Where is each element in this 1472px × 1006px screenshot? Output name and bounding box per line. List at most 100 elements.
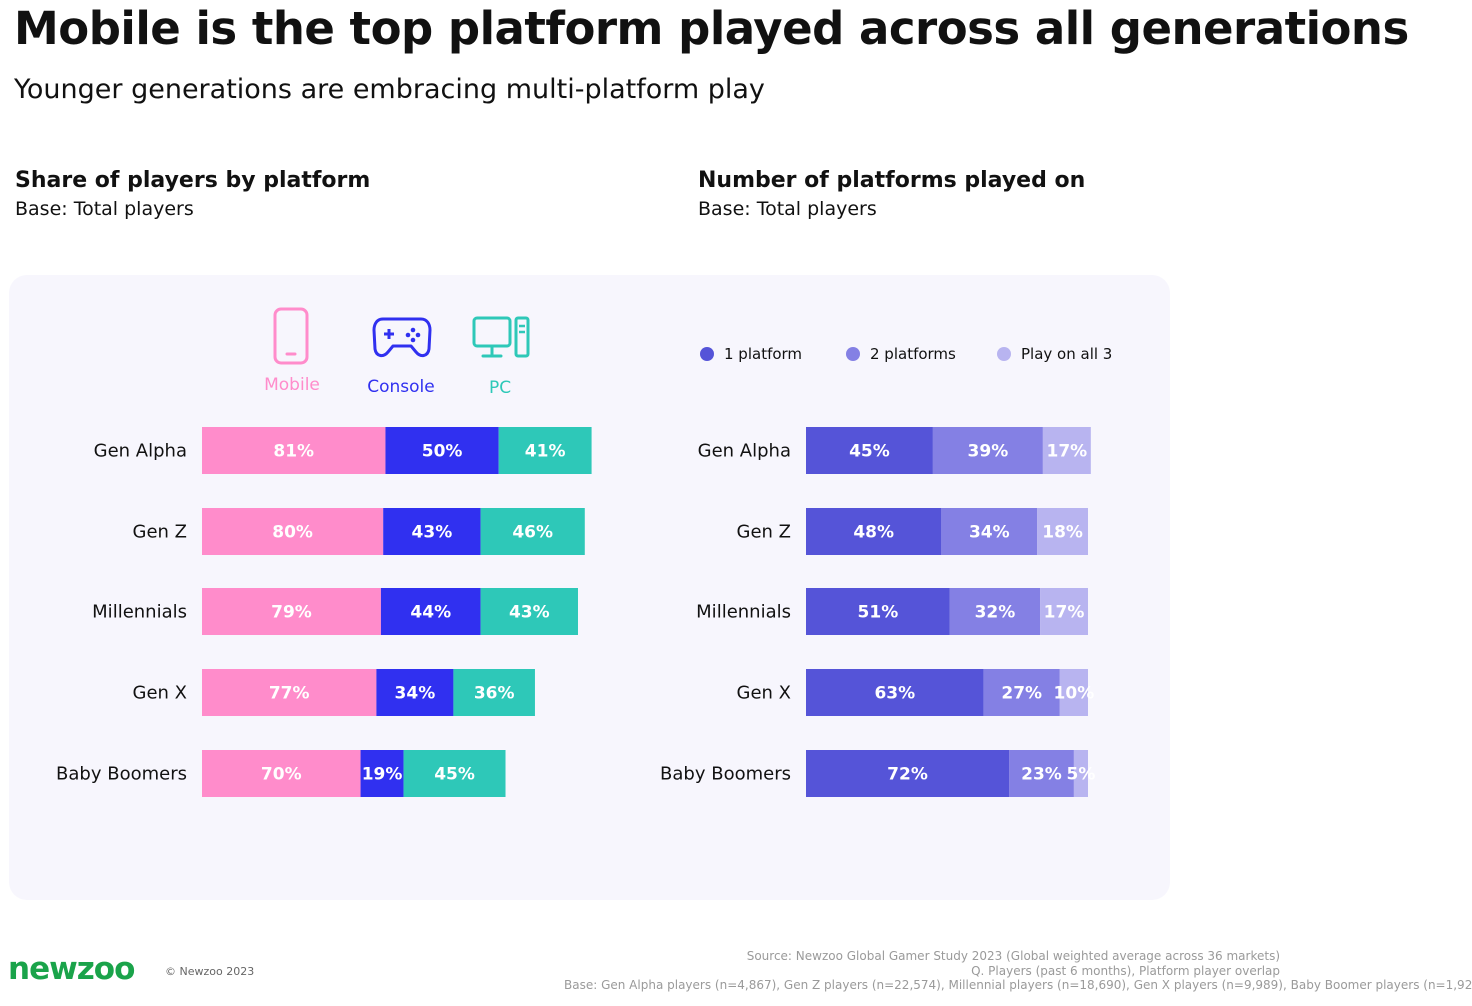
data-label-2-platforms-millennials: 32% [975, 603, 1016, 623]
bar-play-on-all-3-gen-alpha [1042, 427, 1091, 474]
bar-play-on-all-3-gen-x [1059, 669, 1088, 716]
data-label-console-baby-boomers: 19% [362, 765, 403, 785]
data-label-2-platforms-gen-x: 27% [1001, 684, 1042, 704]
chart-share-of-players-by-platform: Gen Alpha 81% 50% 41% Gen Z 80% 43% 46% Millenni… [56, 427, 592, 797]
data-label-pc-gen-z: 46% [512, 523, 553, 543]
legend-item-all-3: Play on all 3 [997, 345, 1112, 363]
logo-text: newzoo [8, 951, 135, 987]
data-label-play-on-all-3-baby-boomers: 5% [1067, 765, 1096, 785]
bar-console-gen-z [383, 508, 481, 555]
bar-console-gen-x [376, 669, 454, 716]
platform-label-console: Console [367, 377, 435, 397]
data-label-console-millennials: 44% [410, 603, 451, 623]
data-label-pc-gen-x: 36% [474, 684, 515, 704]
data-label-mobile-gen-z: 80% [272, 523, 313, 543]
bar-mobile-gen-x [202, 669, 377, 716]
data-label-1-platform-millennials: 51% [858, 603, 899, 623]
category-label-gen-x: Gen X [737, 683, 791, 704]
data-label-1-platform-gen-x: 63% [874, 684, 915, 704]
newzoo-logo: newzoo [8, 951, 135, 987]
desktop-pc-icon [472, 316, 530, 358]
category-label-gen-z: Gen Z [737, 522, 791, 543]
right-chart-title: Number of platforms played on [698, 168, 1086, 193]
page-title: Mobile is the top platform played across… [14, 2, 1409, 55]
left-chart-title: Share of players by platform [15, 168, 371, 193]
bar-pc-baby-boomers [403, 750, 506, 797]
data-label-play-on-all-3-gen-alpha: 17% [1046, 442, 1087, 462]
bar-2-platforms-gen-x [983, 669, 1060, 716]
copyright-text: © Newzoo 2023 [165, 965, 255, 978]
legend-item-1-platform: 1 platform [700, 345, 802, 363]
bar-1-platform-gen-alpha [806, 427, 933, 474]
data-label-play-on-all-3-gen-z: 18% [1042, 523, 1083, 543]
data-label-mobile-millennials: 79% [271, 603, 312, 623]
data-label-pc-millennials: 43% [509, 603, 550, 623]
legend-label: 2 platforms [870, 345, 956, 363]
bar-1-platform-gen-x [806, 669, 984, 716]
legend-dot-1-platform [700, 347, 714, 361]
left-chart-base: Base: Total players [15, 198, 194, 220]
category-label-gen-alpha: Gen Alpha [698, 441, 791, 462]
bar-pc-gen-x [453, 669, 535, 716]
bar-1-platform-baby-boomers [806, 750, 1010, 797]
bar-play-on-all-3-gen-z [1037, 508, 1088, 555]
data-label-1-platform-baby-boomers: 72% [887, 765, 928, 785]
category-label-gen-z: Gen Z [133, 522, 187, 543]
platform-label-mobile: Mobile [264, 375, 320, 395]
bar-1-platform-gen-z [806, 508, 942, 555]
data-label-play-on-all-3-gen-x: 10% [1054, 684, 1095, 704]
footer-notes: Source: Newzoo Global Gamer Study 2023 (… [564, 949, 1472, 993]
bar-mobile-baby-boomers [202, 750, 361, 797]
mobile-phone-icon [273, 307, 309, 365]
right-chart-base: Base: Total players [698, 198, 877, 220]
gamepad-icon [372, 317, 432, 358]
bar-mobile-gen-z [202, 508, 384, 555]
data-label-2-platforms-gen-z: 34% [969, 523, 1010, 543]
page-subtitle: Younger generations are embracing multi-… [14, 74, 765, 105]
category-label-gen-x: Gen X [133, 683, 187, 704]
data-label-2-platforms-baby-boomers: 23% [1021, 765, 1062, 785]
data-label-console-gen-z: 43% [412, 523, 453, 543]
bar-2-platforms-baby-boomers [1009, 750, 1074, 797]
bar-pc-millennials [480, 588, 578, 635]
data-label-pc-gen-alpha: 41% [525, 442, 566, 462]
footer-base: Base: Gen Alpha players (n=4,867), Gen Z… [564, 978, 1472, 992]
category-label-baby-boomers: Baby Boomers [56, 764, 187, 785]
legend-dot-all-3 [997, 347, 1011, 361]
data-label-mobile-gen-x: 77% [269, 684, 310, 704]
bar-pc-gen-alpha [498, 427, 592, 474]
platform-label-pc: PC [488, 378, 512, 398]
bar-console-baby-boomers [360, 750, 404, 797]
bar-play-on-all-3-baby-boomers [1073, 750, 1088, 797]
data-label-console-gen-alpha: 50% [422, 442, 463, 462]
data-label-console-gen-x: 34% [395, 684, 436, 704]
category-label-baby-boomers: Baby Boomers [660, 764, 791, 785]
data-label-1-platform-gen-alpha: 45% [849, 442, 890, 462]
bar-2-platforms-gen-alpha [932, 427, 1043, 474]
data-label-pc-baby-boomers: 45% [434, 765, 475, 785]
bar-console-millennials [380, 588, 481, 635]
footer-source: Source: Newzoo Global Gamer Study 2023 (… [746, 949, 1280, 963]
legend-label: 1 platform [724, 345, 803, 363]
chart-number-of-platforms-played-on: Gen Alpha 45% 39% 17% Gen Z 48% 34% 18% Millenni… [660, 427, 1095, 797]
category-label-gen-alpha: Gen Alpha [94, 441, 187, 462]
bar-console-gen-alpha [385, 427, 499, 474]
bar-2-platforms-millennials [949, 588, 1041, 635]
bar-2-platforms-gen-z [941, 508, 1038, 555]
data-label-play-on-all-3-millennials: 17% [1044, 603, 1085, 623]
data-label-mobile-gen-alpha: 81% [273, 442, 314, 462]
data-label-1-platform-gen-z: 48% [853, 523, 894, 543]
bar-1-platform-millennials [806, 588, 950, 635]
category-label-millennials: Millennials [92, 602, 187, 623]
bar-play-on-all-3-millennials [1040, 588, 1088, 635]
legend-item-2-platforms: 2 platforms [846, 345, 956, 363]
legend-dot-2-platforms [846, 347, 860, 361]
bar-mobile-millennials [202, 588, 381, 635]
data-label-mobile-baby-boomers: 70% [261, 765, 302, 785]
bar-pc-gen-z [480, 508, 585, 555]
bar-mobile-gen-alpha [202, 427, 386, 474]
footer-question: Q. Players (past 6 months), Platform pla… [971, 963, 1280, 978]
data-label-2-platforms-gen-alpha: 39% [968, 442, 1009, 462]
category-label-millennials: Millennials [696, 602, 791, 623]
